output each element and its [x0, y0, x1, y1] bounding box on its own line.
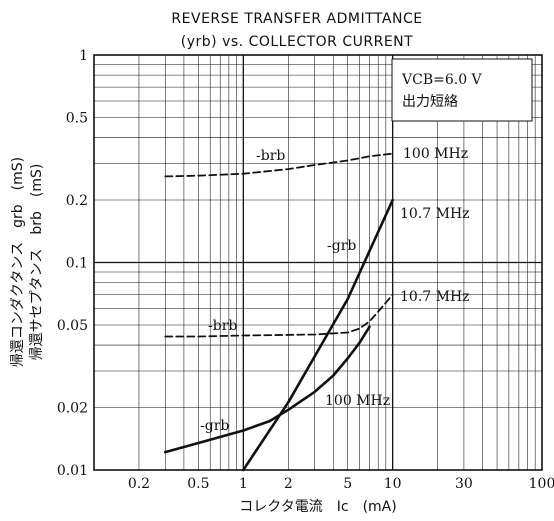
y-tick-label: 0.1	[66, 256, 88, 272]
y-tick-label: 0.02	[57, 401, 88, 417]
x-tick-label: 0.5	[187, 476, 209, 492]
series-layer	[164, 152, 395, 472]
x-tick-label: 100	[529, 476, 554, 492]
chart-title-line2: (yrb) vs. COLLECTOR CURRENT	[181, 34, 413, 50]
condition-box: VCB=6.0 V 出力短絡	[391, 58, 533, 122]
chart-title-line1: REVERSE TRANSFER ADMITTANCE	[171, 11, 422, 27]
series-line-3	[164, 325, 371, 454]
series-line-2	[164, 293, 394, 338]
end-label-brb-100mhz: 100 MHz	[403, 146, 468, 162]
end-label-brb-10p7mhz: 10.7 MHz	[400, 289, 470, 305]
condition-box-frame	[391, 58, 533, 122]
x-tick-label: 30	[455, 476, 473, 492]
y-tick-label: 0.05	[57, 318, 88, 334]
x-tick-label: 0.2	[128, 476, 150, 492]
end-label-grb-100mhz: 100 MHz	[325, 393, 390, 409]
x-axis-label: コレクタ電流 Ic (mA)	[239, 499, 396, 515]
label-grb-10p7mhz: -grb	[327, 238, 356, 254]
label-grb-100mhz: -grb	[200, 418, 229, 434]
y-tick-label: 0.5	[66, 110, 88, 126]
y-tick-label: 1	[79, 48, 88, 64]
curve-labels: -brb 100 MHz -grb 10.7 MHz -brb 10.7 MHz…	[200, 146, 470, 434]
x-tick-labels: 0.2 0.5 1 2 5 10 30 100	[128, 476, 554, 492]
label-brb-10p7mhz: -brb	[208, 318, 237, 334]
y-axis-label-line1: 帰還コンダクタンス grb (mS)	[9, 157, 26, 367]
y-axis-label-line2: 帰還サセプタンス brb (mS)	[28, 164, 45, 361]
x-tick-label: 10	[384, 476, 402, 492]
condition-vcb: VCB=6.0 V	[401, 72, 483, 88]
condition-output-short: 出力短絡	[402, 94, 458, 110]
label-brb-100mhz: -brb	[256, 148, 285, 164]
series-line-0	[164, 152, 394, 178]
x-tick-label: 1	[239, 476, 248, 492]
end-label-grb-10p7mhz: 10.7 MHz	[400, 206, 470, 222]
y-tick-label: 0.2	[66, 193, 88, 209]
y-tick-label: 0.01	[57, 463, 88, 479]
series-line-1	[242, 198, 395, 472]
x-tick-label: 5	[343, 476, 352, 492]
plot-area: 1 0.5 0.2 0.1 0.05 0.02 0.01 0.2 0.5 1 2 5 10 30 100 …	[57, 48, 554, 492]
x-tick-label: 2	[284, 476, 293, 492]
y-tick-labels: 1 0.5 0.2 0.1 0.05 0.02 0.01	[57, 48, 88, 479]
plot-frame	[93, 54, 543, 471]
